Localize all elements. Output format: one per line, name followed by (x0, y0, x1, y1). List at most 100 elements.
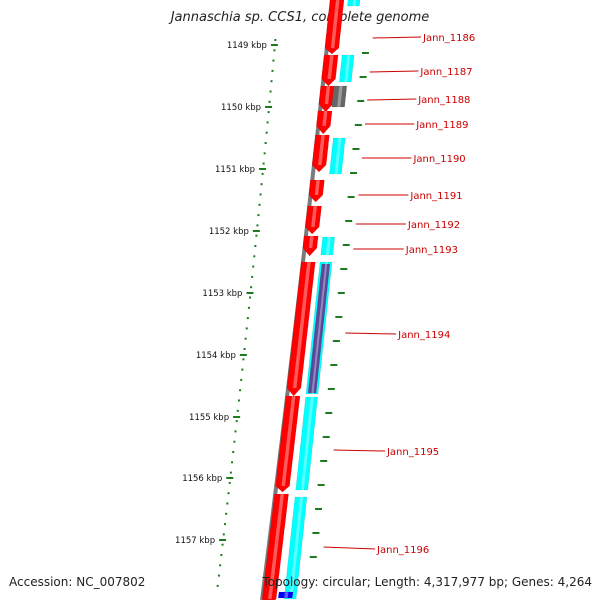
gray-feature-shine (337, 85, 343, 108)
outer-tick (352, 148, 360, 150)
outer-tick (325, 412, 333, 414)
gene-label[interactable]: Jann_1188 (417, 95, 470, 106)
scale-dot (245, 327, 248, 330)
outer-tick (330, 364, 338, 366)
outer-tick (340, 268, 348, 270)
scale-dot (217, 574, 220, 577)
forward-cds-feature-shine (330, 0, 340, 49)
gene-label[interactable]: Jann_1189 (415, 120, 468, 131)
scale-tick-label: 1155 kbp (189, 413, 229, 423)
reverse-cds-feature[interactable] (277, 591, 294, 599)
orf-feature[interactable] (329, 137, 346, 175)
gene-leader-line (333, 449, 385, 452)
scale-dot (265, 131, 268, 134)
outer-tick (335, 316, 343, 318)
gene-leader-line (367, 98, 417, 101)
gene-labels: Jann_1186 Jann_1187 Jann_1188 Jann_1189 Jann… (323, 33, 475, 556)
scale-dot (222, 533, 225, 536)
gene-label[interactable]: Jann_1194 (397, 330, 450, 341)
genome-summary-text: Topology: circular; Length: 4,317,977 bp… (262, 575, 592, 589)
gene-leader-line (323, 546, 376, 550)
scale-dot (232, 451, 235, 453)
scale-dot (264, 142, 267, 144)
gene-label[interactable]: Jann_1186 (422, 33, 475, 44)
outer-tick (315, 508, 323, 510)
orf-feature[interactable] (347, 0, 361, 7)
gene-label[interactable]: Jann_1192 (407, 220, 460, 231)
scale-dot (273, 49, 276, 52)
outer-tick (327, 388, 335, 390)
forward-cds-feature[interactable] (275, 395, 301, 493)
forward-cds-feature-shine (324, 85, 331, 105)
gray-feature[interactable] (331, 85, 348, 108)
forward-cds-feature-shine (322, 110, 328, 127)
forward-cds-feature[interactable] (302, 235, 319, 257)
scale-dot (227, 492, 230, 495)
orf-feature-shine (289, 496, 304, 600)
scale-dot (252, 265, 255, 268)
forward-cds-feature[interactable] (304, 205, 322, 235)
orf-feature[interactable] (320, 236, 335, 256)
scale-dot (244, 337, 247, 340)
gene-label[interactable]: Jann_1196 (376, 545, 429, 556)
forward-cds-feature[interactable] (311, 134, 330, 173)
purple-feature[interactable] (307, 263, 331, 394)
scale-dot (262, 162, 265, 165)
scale-dot (274, 39, 277, 41)
orf-feature-shine (325, 236, 331, 256)
scale-major-tick (233, 416, 241, 418)
outer-tick (322, 436, 330, 438)
gene-label[interactable]: Jann_1193 (405, 245, 458, 256)
forward-cds-feature[interactable] (308, 179, 325, 203)
forward-cds-feature[interactable] (286, 261, 316, 397)
scale-dot (223, 523, 226, 526)
forward-cds-feature[interactable] (324, 0, 345, 55)
scale-dot (270, 80, 273, 83)
scale-dot (271, 69, 274, 72)
outer-tick (342, 244, 350, 246)
scale-dot (226, 502, 229, 505)
orf-feature[interactable] (339, 54, 355, 83)
forward-cds-feature[interactable] (316, 110, 333, 135)
outer-tick (357, 100, 365, 102)
scale-dot (246, 317, 249, 320)
scale-major-tick (270, 44, 278, 46)
scale-dot (243, 348, 246, 350)
gene-label[interactable]: Jann_1187 (419, 67, 472, 78)
forward-cds-feature-shine (308, 235, 314, 249)
forward-cds-feature-shine (268, 493, 285, 600)
scale-dot (219, 564, 222, 567)
scale-dot (268, 100, 271, 103)
forward-cds-feature[interactable] (261, 493, 289, 600)
outer-tick (309, 556, 317, 558)
gene-leader-line (369, 70, 419, 73)
orf-feature[interactable] (295, 396, 318, 491)
orf-feature-shine (344, 54, 351, 83)
gene-label[interactable]: Jann_1190 (412, 154, 465, 165)
gene-label[interactable]: Jann_1195 (386, 447, 439, 458)
gene-label[interactable]: Jann_1191 (409, 191, 462, 202)
outer-tick (350, 172, 358, 174)
orf-feature[interactable] (283, 496, 308, 600)
scale-dot (263, 152, 266, 155)
forward-cds-feature[interactable] (321, 54, 339, 87)
scale-dot (256, 224, 259, 227)
scale-dot (220, 554, 223, 556)
scale-dot (240, 378, 243, 381)
scale-dot (260, 183, 263, 186)
scale-dot (228, 481, 231, 484)
scale-major-tick (252, 230, 260, 232)
scale-dot (254, 245, 257, 247)
scale-tick-label: 1153 kbp (202, 289, 242, 299)
outer-tick (354, 124, 362, 126)
scale-dot (251, 275, 254, 278)
scale-dot (253, 255, 256, 258)
scale-tick-label: 1151 kbp (215, 165, 255, 175)
scale-dot (216, 584, 219, 587)
outer-tick (337, 292, 345, 294)
scale-dot (242, 358, 245, 361)
orf-feature-shine (352, 0, 357, 7)
outer-tick (361, 52, 369, 54)
scale-major-tick (219, 539, 227, 541)
